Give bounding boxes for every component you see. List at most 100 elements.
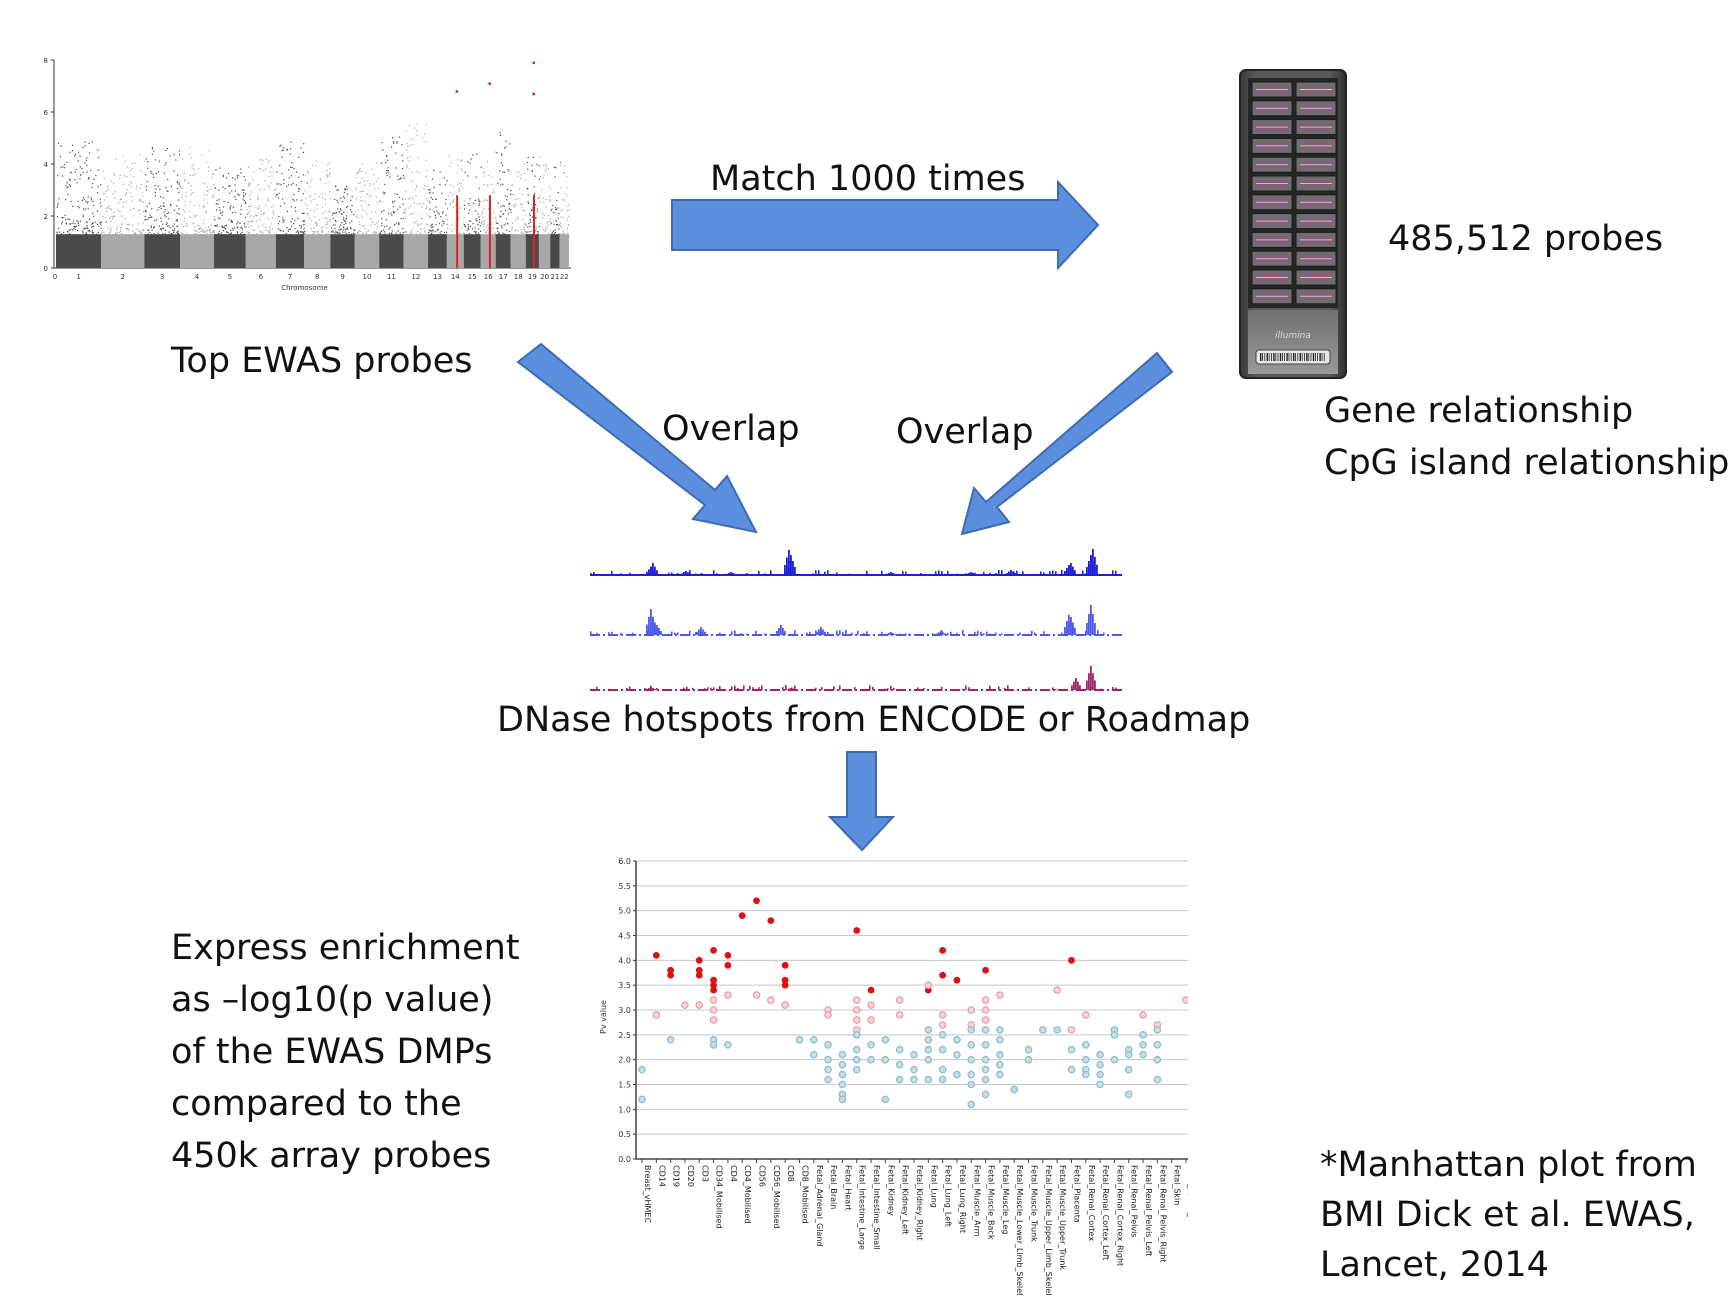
- manhattan-point: [447, 207, 449, 209]
- barcode-bar: [1317, 353, 1318, 361]
- manhattan-point: [207, 236, 210, 238]
- manhattan-point: [74, 234, 77, 237]
- manhattan-point: [148, 236, 150, 238]
- manhattan-point: [291, 218, 293, 220]
- manhattan-point: [524, 230, 526, 232]
- manhattan-point: [441, 220, 444, 222]
- manhattan-point: [342, 196, 345, 198]
- manhattan-point: [362, 236, 364, 238]
- manhattan-point: [277, 236, 279, 238]
- manhattan-point: [329, 219, 331, 221]
- x-tick-label: Fetal_Intestine_Large: [858, 1165, 867, 1250]
- non-significant-point: [666, 1036, 675, 1044]
- manhattan-point: [536, 208, 538, 210]
- manhattan-point: [139, 209, 141, 211]
- manhattan-point: [275, 195, 277, 197]
- track-signal: [695, 573, 697, 575]
- manhattan-point: [108, 236, 110, 238]
- track-signal: [956, 632, 958, 635]
- manhattan-point: [568, 209, 571, 211]
- track-signal: [863, 633, 865, 635]
- manhattan-point: [221, 225, 224, 227]
- manhattan-point: [341, 221, 343, 224]
- manhattan-point: [245, 236, 248, 238]
- manhattan-point: [173, 170, 175, 172]
- manhattan-point: [258, 219, 261, 221]
- intermediate-point: [781, 1001, 789, 1009]
- manhattan-point: [514, 236, 516, 238]
- chromosome-label: 3: [160, 273, 164, 281]
- track-signal: [944, 573, 946, 575]
- manhattan-point: [252, 233, 254, 235]
- non-significant-point: [881, 1095, 890, 1104]
- track-signal: [965, 685, 967, 690]
- manhattan-point: [480, 221, 483, 223]
- track-peak: [646, 688, 648, 690]
- manhattan-point: [97, 185, 99, 188]
- manhattan-point: [230, 219, 232, 221]
- manhattan-point: [300, 199, 303, 201]
- manhattan-point: [433, 169, 435, 172]
- manhattan-point: [258, 212, 260, 214]
- manhattan-point: [403, 212, 405, 214]
- manhattan-point: [483, 207, 485, 209]
- manhattan-point: [401, 236, 403, 238]
- manhattan-point: [555, 167, 557, 169]
- track-signal: [893, 687, 895, 690]
- manhattan-point: [434, 235, 436, 238]
- manhattan-point: [164, 208, 166, 211]
- manhattan-point: [554, 231, 557, 234]
- manhattan-point: [126, 227, 128, 230]
- manhattan-point: [189, 210, 191, 213]
- manhattan-point: [555, 208, 558, 210]
- manhattan-point: [87, 234, 89, 236]
- manhattan-point: [492, 235, 495, 237]
- x-tick-label: Fetal_Brain: [829, 1165, 838, 1209]
- manhattan-point: [303, 232, 305, 234]
- manhattan-point: [408, 160, 411, 162]
- manhattan-point: [272, 236, 275, 238]
- manhattan-point: [504, 236, 506, 238]
- express-enrichment-text: Express enrichment as –log10(p value) of…: [171, 922, 520, 1182]
- manhattan-point: [87, 236, 89, 238]
- track-signal: [1097, 630, 1099, 635]
- track-signal: [881, 631, 883, 635]
- track-signal: [1052, 570, 1054, 575]
- overlap-left-label: Overlap: [662, 409, 800, 449]
- manhattan-point: [96, 223, 99, 225]
- manhattan-point: [68, 229, 70, 231]
- track-signal: [815, 570, 817, 575]
- manhattan-point: [308, 217, 311, 219]
- manhattan-point: [112, 216, 115, 218]
- manhattan-point: [130, 195, 132, 198]
- manhattan-point: [192, 191, 194, 194]
- manhattan-point: [73, 234, 75, 237]
- manhattan-point: [160, 220, 162, 222]
- manhattan-point: [427, 235, 429, 237]
- manhattan-point: [320, 234, 323, 236]
- intermediate-point: [981, 996, 990, 1004]
- manhattan-point: [171, 232, 173, 235]
- manhattan-point: [167, 212, 170, 214]
- track-signal: [884, 633, 886, 635]
- manhattan-point: [147, 229, 149, 231]
- manhattan-point: [478, 234, 481, 236]
- manhattan-point: [336, 189, 338, 191]
- track-peak: [820, 627, 822, 635]
- manhattan-point: [566, 227, 568, 230]
- manhattan-point: [67, 236, 69, 238]
- track-signal: [995, 632, 997, 635]
- manhattan-point: [154, 220, 156, 222]
- manhattan-point: [301, 235, 303, 237]
- manhattan-point: [405, 190, 407, 193]
- manhattan-point: [510, 189, 512, 192]
- manhattan-point: [392, 236, 394, 238]
- track-peak: [890, 632, 892, 635]
- manhattan-point: [499, 170, 501, 172]
- manhattan-point: [104, 199, 106, 201]
- manhattan-point: [430, 235, 432, 237]
- track-peak: [1072, 566, 1074, 575]
- chromosome-band: [495, 234, 511, 268]
- non-significant-point: [809, 1050, 818, 1059]
- manhattan-point: [213, 215, 215, 218]
